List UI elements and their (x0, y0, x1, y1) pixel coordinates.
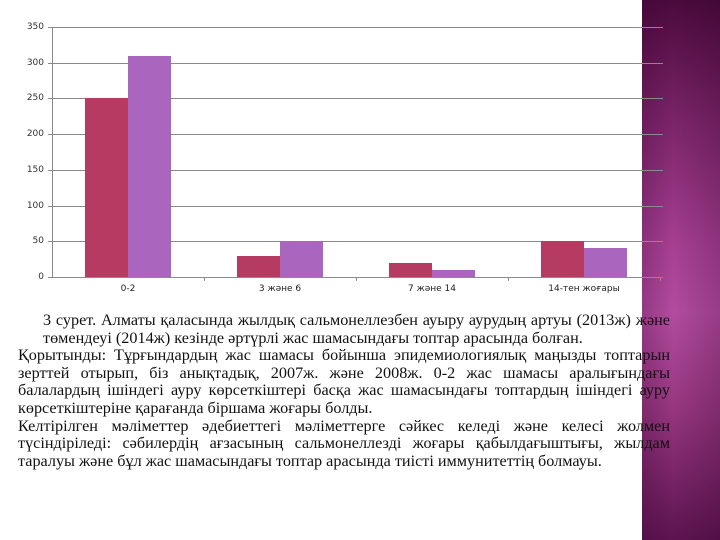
gridline (48, 63, 663, 64)
x-tick (204, 277, 205, 281)
bar-2 (280, 241, 323, 277)
bar-2 (432, 269, 475, 277)
x-tick-label: 7 және 14 (408, 284, 456, 294)
gridline (48, 241, 663, 242)
x-tick (660, 277, 661, 281)
gridline (48, 170, 663, 171)
x-tick (356, 277, 357, 281)
bar-1 (389, 262, 432, 277)
bar-1 (85, 98, 128, 277)
y-tick-label: 0 (38, 272, 44, 282)
gridline (48, 98, 663, 99)
explanation-paragraph: Келтірілген мәліметтер әдебиеттегі мәлім… (18, 416, 670, 470)
bar-1 (237, 255, 280, 277)
x-tick-label: 0-2 (120, 284, 136, 294)
bar-2 (128, 55, 171, 277)
gridline (48, 277, 663, 278)
gridline (48, 27, 663, 28)
y-tick-label: 350 (26, 22, 44, 32)
y-tick-label: 200 (26, 129, 44, 139)
conclusion-paragraph: Қорытынды: Тұрғындардың жас шамасы бойын… (18, 346, 670, 417)
y-tick-label: 250 (26, 93, 44, 103)
decorative-sidebar (642, 0, 720, 540)
document-text: 3 сурет. Алматы қаласында жылдық сальмон… (18, 311, 670, 470)
x-tick-label: 3 және 6 (258, 284, 302, 294)
x-tick (508, 277, 509, 281)
gridline (48, 134, 663, 135)
bar-chart: 0 50 100 150 200 250 300 350 0-2 3 және 6 7 және 1… (26, 22, 663, 294)
y-tick-label: 300 (26, 58, 44, 68)
y-tick-label: 150 (26, 165, 44, 175)
bar-1 (541, 241, 584, 277)
y-tick-label: 50 (32, 236, 44, 246)
y-axis (52, 27, 53, 278)
gridline (48, 206, 663, 207)
y-tick-label: 100 (26, 201, 44, 211)
bar-2 (584, 248, 627, 277)
figure-caption: 3 сурет. Алматы қаласында жылдық сальмон… (43, 311, 670, 347)
x-tick-label: 14-тен жоғары (548, 284, 620, 294)
